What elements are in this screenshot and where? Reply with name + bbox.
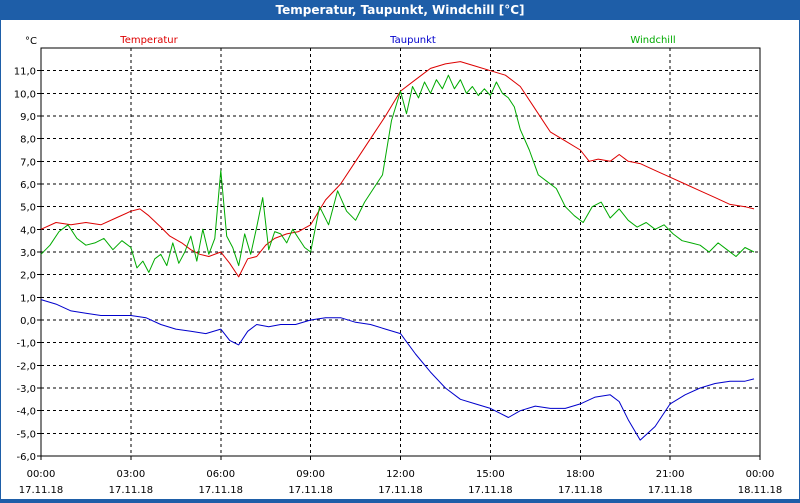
y-tick-label: -6,0 [16,452,36,463]
x-tick-date-label: 17.11.18 [198,485,243,496]
x-tick-time-label: 06:00 [206,469,235,480]
y-tick-label: -4,0 [16,407,36,418]
x-tick-date-label: 17.11.18 [648,485,693,496]
chart-canvas: 11,0 10,0 9,0 8,0 7,0 6,0 5,0 4,0 3,0 2,0 1,0 0,0 -1… [14,35,783,496]
x-tick-date-label: 17.11.18 [378,485,423,496]
legend-label-windchill: Windchill [630,35,675,46]
series-line-taupunkt [40,299,755,441]
x-tick-time-label: 09:00 [296,469,325,480]
x-tick-time-label: 03:00 [116,469,145,480]
y-tick-label: 3,0 [20,248,36,259]
y-tick-label: 4,0 [20,225,36,236]
x-tick-time-label: 18:00 [566,469,595,480]
y-tick-label: 1,0 [20,293,36,304]
plot-frame [40,47,761,457]
x-tick-time-label: 12:00 [386,469,415,480]
legend-label-temperatur: Temperatur [119,35,178,46]
y-tick-label: -2,0 [16,361,36,372]
x-tick-date-label: 17.11.18 [288,485,333,496]
y-tick-label: -3,0 [16,384,36,395]
y-tick-label: 9,0 [20,112,36,123]
x-tick-date-label: 17.11.18 [558,485,603,496]
y-tick-label: 7,0 [20,157,36,168]
y-tick-label: 2,0 [20,271,36,282]
x-tick-time-label: 00:00 [27,469,56,480]
y-tick-label: -5,0 [16,429,36,440]
y-tick-label: -1,0 [16,339,36,350]
y-tick-label: 11,0 [14,67,36,78]
x-tick-date-label: 17.11.18 [109,485,154,496]
legend-label-taupunkt: Taupunkt [389,35,436,46]
y-tick-label: 10,0 [14,89,36,100]
y-axis-unit-label: °C [25,36,37,47]
y-tick-label: 8,0 [20,135,36,146]
x-tick-time-label: 00:00 [746,469,775,480]
y-tick-label: 5,0 [20,203,36,214]
y-tick-label: 0,0 [20,316,36,327]
plot-panel: 11,0 10,0 9,0 8,0 7,0 6,0 5,0 4,0 3,0 2,0 1,0 0,0 -1… [1,20,799,499]
x-tick-date-label: 18.11.18 [738,485,783,496]
x-tick-date-label: 17.11.18 [19,485,64,496]
x-tick-time-label: 15:00 [476,469,505,480]
y-tick-label: 6,0 [20,180,36,191]
x-tick-date-label: 17.11.18 [468,485,513,496]
x-tick-time-label: 21:00 [656,469,685,480]
series-line-windchill [40,74,755,273]
series-line-temperatur [40,61,755,278]
chart-title: Temperatur, Taupunkt, Windchill [°C] [275,3,525,17]
